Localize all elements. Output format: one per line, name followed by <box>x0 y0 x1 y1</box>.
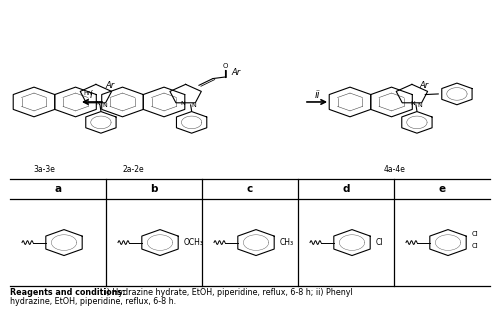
Text: Reagents and conditions:: Reagents and conditions: <box>10 287 126 297</box>
Text: OCH₃: OCH₃ <box>184 238 204 247</box>
Text: N: N <box>180 101 185 106</box>
Text: ii: ii <box>314 90 320 99</box>
Text: Cl: Cl <box>472 243 478 249</box>
Text: Ar: Ar <box>420 81 428 90</box>
Text: e: e <box>438 184 446 194</box>
Text: 3a-3e: 3a-3e <box>33 165 55 175</box>
Text: c: c <box>247 184 253 194</box>
Text: N: N <box>418 103 422 108</box>
Text: N: N <box>102 103 108 108</box>
Text: Cl: Cl <box>472 231 478 237</box>
Text: HN: HN <box>83 91 92 95</box>
Text: d: d <box>342 184 350 194</box>
Text: Cl: Cl <box>376 238 383 247</box>
Text: i: i <box>90 90 93 99</box>
Text: Ar: Ar <box>231 68 240 77</box>
Text: 4a-4e: 4a-4e <box>384 165 406 175</box>
Text: 2a-2e: 2a-2e <box>122 165 144 175</box>
Text: Ar: Ar <box>106 81 114 90</box>
Text: hydrazine, EtOH, piperidine, reflux, 6-8 h.: hydrazine, EtOH, piperidine, reflux, 6-8… <box>10 297 176 307</box>
Text: i) Hydrazine hydrate, EtOH, piperidine, reflux, 6-8 h; ii) Phenyl: i) Hydrazine hydrate, EtOH, piperidine, … <box>102 287 353 297</box>
Text: N: N <box>96 101 100 106</box>
Text: a: a <box>54 184 62 194</box>
Text: N: N <box>191 103 196 108</box>
Text: CH₃: CH₃ <box>280 238 293 247</box>
Text: O: O <box>222 63 228 69</box>
Text: N: N <box>410 101 416 106</box>
Text: b: b <box>150 184 158 194</box>
